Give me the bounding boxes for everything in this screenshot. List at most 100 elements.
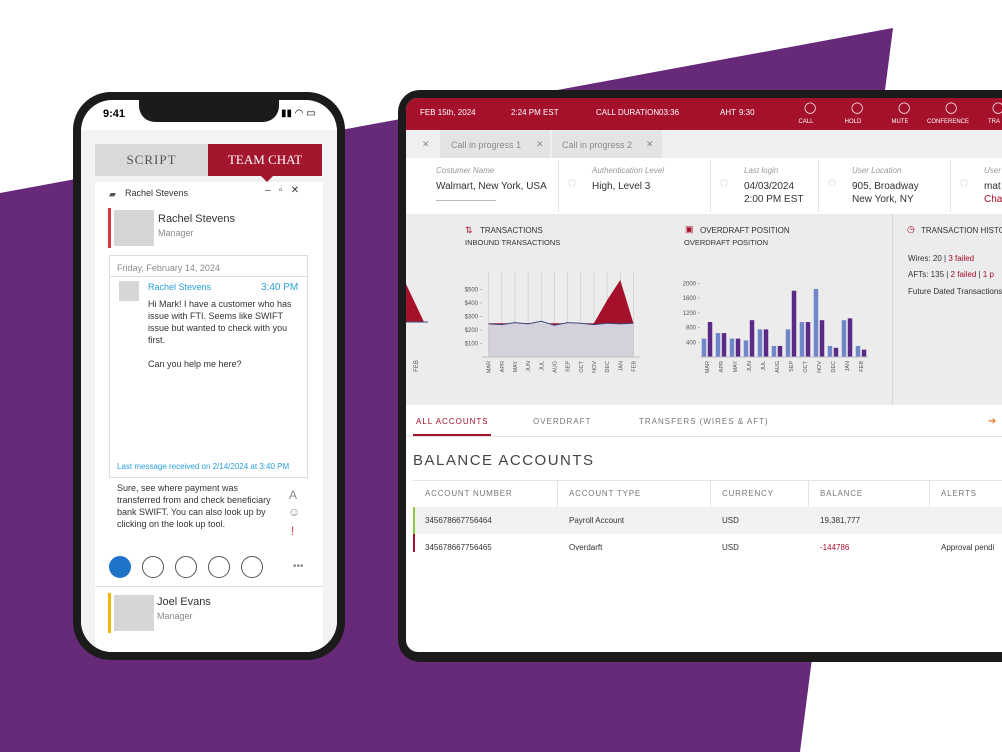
more-button[interactable]: •••: [293, 561, 304, 572]
column-divider: [557, 480, 558, 508]
avatar: [114, 210, 154, 246]
bar: [743, 340, 749, 357]
info-label: User: [984, 166, 1001, 175]
group-button[interactable]: [241, 556, 263, 578]
x-tick-label: MAY: [733, 361, 739, 373]
wires-failed[interactable]: 3 failed: [948, 254, 975, 263]
contact-name[interactable]: Joel Evans: [157, 596, 211, 608]
x-tick-label: AUG: [552, 361, 558, 373]
bar: [791, 290, 797, 357]
message: Can you help me here?: [148, 359, 242, 369]
contact-name[interactable]: Rachel Stevens: [158, 213, 236, 225]
x-tick-label: SEP: [789, 361, 795, 372]
call-tab-label[interactable]: Call in progress 1: [451, 140, 522, 150]
panel-title: TRANSACTION HISTOR: [921, 226, 1002, 235]
action-icon[interactable]: ◯: [992, 102, 1002, 114]
history-afts: AFTs: 135 | 2 failed | 1 p: [908, 270, 994, 279]
x-tick-label: FEB: [859, 361, 865, 372]
panels: [406, 214, 1002, 405]
bar: [813, 288, 819, 357]
call-tab-label[interactable]: Call in progress 2: [562, 140, 633, 150]
info-icon: ◌: [720, 174, 729, 190]
info-value: 2:00 PM EST: [744, 194, 804, 205]
call-tab[interactable]: [552, 130, 662, 158]
action-label[interactable]: TRA: [988, 119, 1000, 125]
bar: [707, 322, 713, 357]
screen-button[interactable]: [208, 556, 230, 578]
sender-name[interactable]: Rachel Stevens: [148, 282, 212, 292]
chat-panel: [95, 182, 323, 652]
call-button[interactable]: [142, 556, 164, 578]
info-value: New York, NY: [852, 194, 914, 205]
y-tick-label: 400: [686, 340, 697, 346]
top-bar: [406, 98, 1002, 130]
x-tick-label: DEC: [605, 361, 611, 373]
action-icon[interactable]: ◯: [945, 102, 958, 114]
divider: [950, 160, 951, 212]
close-tab[interactable]: ✕: [536, 139, 544, 149]
status-bar-yellow: [108, 593, 111, 633]
account-tab-active[interactable]: ALL ACCOUNTS: [416, 417, 489, 426]
action-label[interactable]: CONFERENCE: [927, 119, 970, 125]
action-label[interactable]: HOLD: [844, 119, 862, 125]
column-header: ALERTS: [941, 489, 977, 498]
row-flag: [413, 533, 415, 552]
bar: [861, 349, 867, 357]
table-row: [413, 507, 1002, 534]
close-tab[interactable]: ✕: [646, 139, 654, 149]
script-tab[interactable]: SCRIPT: [95, 144, 208, 176]
close-tab[interactable]: ✕: [422, 139, 430, 149]
action-icon[interactable]: ◯: [804, 102, 817, 114]
column-divider: [710, 480, 711, 508]
action-icon[interactable]: ◯: [898, 102, 911, 114]
account-tab[interactable]: OVERDRAFT: [533, 417, 592, 426]
panel-title: TRANSACTIONS: [480, 226, 543, 235]
table-cell: USD: [722, 542, 739, 552]
reply-box[interactable]: [109, 477, 308, 548]
next-arrow[interactable]: ➔: [988, 416, 997, 427]
tool-icon[interactable]: A: [289, 488, 298, 502]
divider: [892, 214, 893, 405]
chat-button[interactable]: [109, 556, 131, 578]
x-tick-label: JUL: [539, 361, 545, 371]
account-tab[interactable]: TRANSFERS (WIRES & AFT): [639, 417, 769, 426]
info-value: 905, Broadway: [852, 181, 919, 192]
tool-icon[interactable]: ☺: [288, 505, 301, 519]
y-tick-label: 800: [686, 326, 697, 332]
action-label[interactable]: MUTE: [891, 119, 909, 125]
bar: [785, 329, 791, 357]
afts-pending[interactable]: 1 p: [982, 270, 994, 279]
info-value: 04/03/2024: [744, 181, 795, 192]
charts: INBOUND TRANSACTIONS $500 $400 $300 $200 $100…: [406, 238, 868, 373]
info-icon: ◌: [568, 174, 577, 190]
x-tick-label: FEB: [631, 361, 637, 372]
afts-failed[interactable]: 2 failed: [950, 270, 977, 279]
date: FEB 15th, 2024: [420, 108, 476, 117]
column-header: ACCOUNT NUMBER: [425, 489, 513, 498]
table-cell: -144786: [820, 542, 850, 552]
action-label[interactable]: CALL: [798, 119, 814, 125]
team-chat-tab[interactable]: TEAM CHAT: [208, 144, 322, 176]
bar: [805, 322, 811, 357]
section-heading: BALANCE ACCOUNTS: [413, 452, 595, 469]
window-title: Rachel Stevens: [125, 188, 189, 198]
call-duration: 03:36: [659, 108, 680, 117]
divider: [818, 160, 819, 212]
table-cell: 345678667756464: [425, 516, 492, 525]
tool-icon[interactable]: !: [291, 524, 295, 538]
info-label: Authentication Level: [592, 166, 665, 175]
action-icon[interactable]: ◯: [851, 102, 864, 114]
reply-draft[interactable]: Sure, see where payment was transferred …: [117, 483, 271, 529]
x-tick-label: JUL: [761, 361, 767, 371]
call-tab[interactable]: [440, 130, 550, 158]
x-tick-label: AUG: [775, 361, 781, 373]
contact-role: Manager: [157, 611, 193, 621]
video-button[interactable]: [175, 556, 197, 578]
status-time: 9:41: [103, 108, 126, 120]
bar: [701, 338, 707, 357]
window-controls[interactable]: – ▫ ✕: [265, 185, 300, 196]
clock: 2:24 PM EST: [511, 108, 559, 117]
chart-title: OVERDRAFT POSITION: [684, 238, 768, 247]
contact-role: Manager: [158, 228, 194, 238]
bar: [799, 322, 805, 357]
